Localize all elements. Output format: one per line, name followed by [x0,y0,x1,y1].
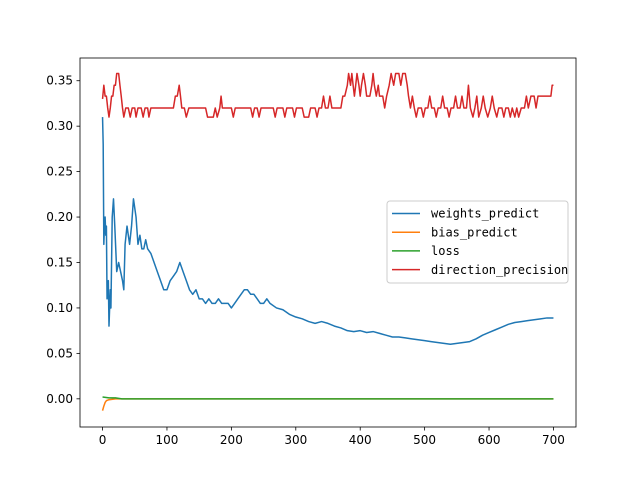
legend-label: bias_predict [431,225,518,239]
axes-frame [79,57,577,428]
series-line-weights-predict [101,117,554,346]
y-tick-label: 0.30 [46,119,73,133]
x-tick-label: 700 [542,433,565,447]
x-tick-label: 400 [349,433,372,447]
x-tick-label: 200 [220,433,243,447]
y-tick-label: 0.00 [46,392,73,406]
x-tick-label: 600 [478,433,501,447]
series-line-direction-precision [101,72,554,118]
y-tick-label: 0.05 [46,346,73,360]
y-axis: 0.00 0.05 0.10 0.15 0.20 0.25 0.30 0.35 [46,74,80,406]
y-tick-label: 0.15 [46,255,73,269]
plot-area [79,57,577,428]
series-line-loss [102,396,554,400]
legend-label: direction_precision [431,263,568,277]
series-layer [101,72,554,411]
x-tick-label: 300 [284,433,307,447]
x-tick-label: 0 [99,433,107,447]
x-tick-label: 500 [413,433,436,447]
legend-label: weights_predict [431,207,539,221]
y-tick-label: 0.10 [46,301,73,315]
x-tick-label: 100 [156,433,179,447]
y-tick-label: 0.20 [46,210,73,224]
legend-box [386,200,569,284]
y-tick-label: 0.35 [46,74,73,88]
legend-label: loss [431,244,460,258]
y-tick-label: 0.25 [46,165,73,179]
x-axis: 0 100 200 300 400 500 600 700 [99,427,565,447]
